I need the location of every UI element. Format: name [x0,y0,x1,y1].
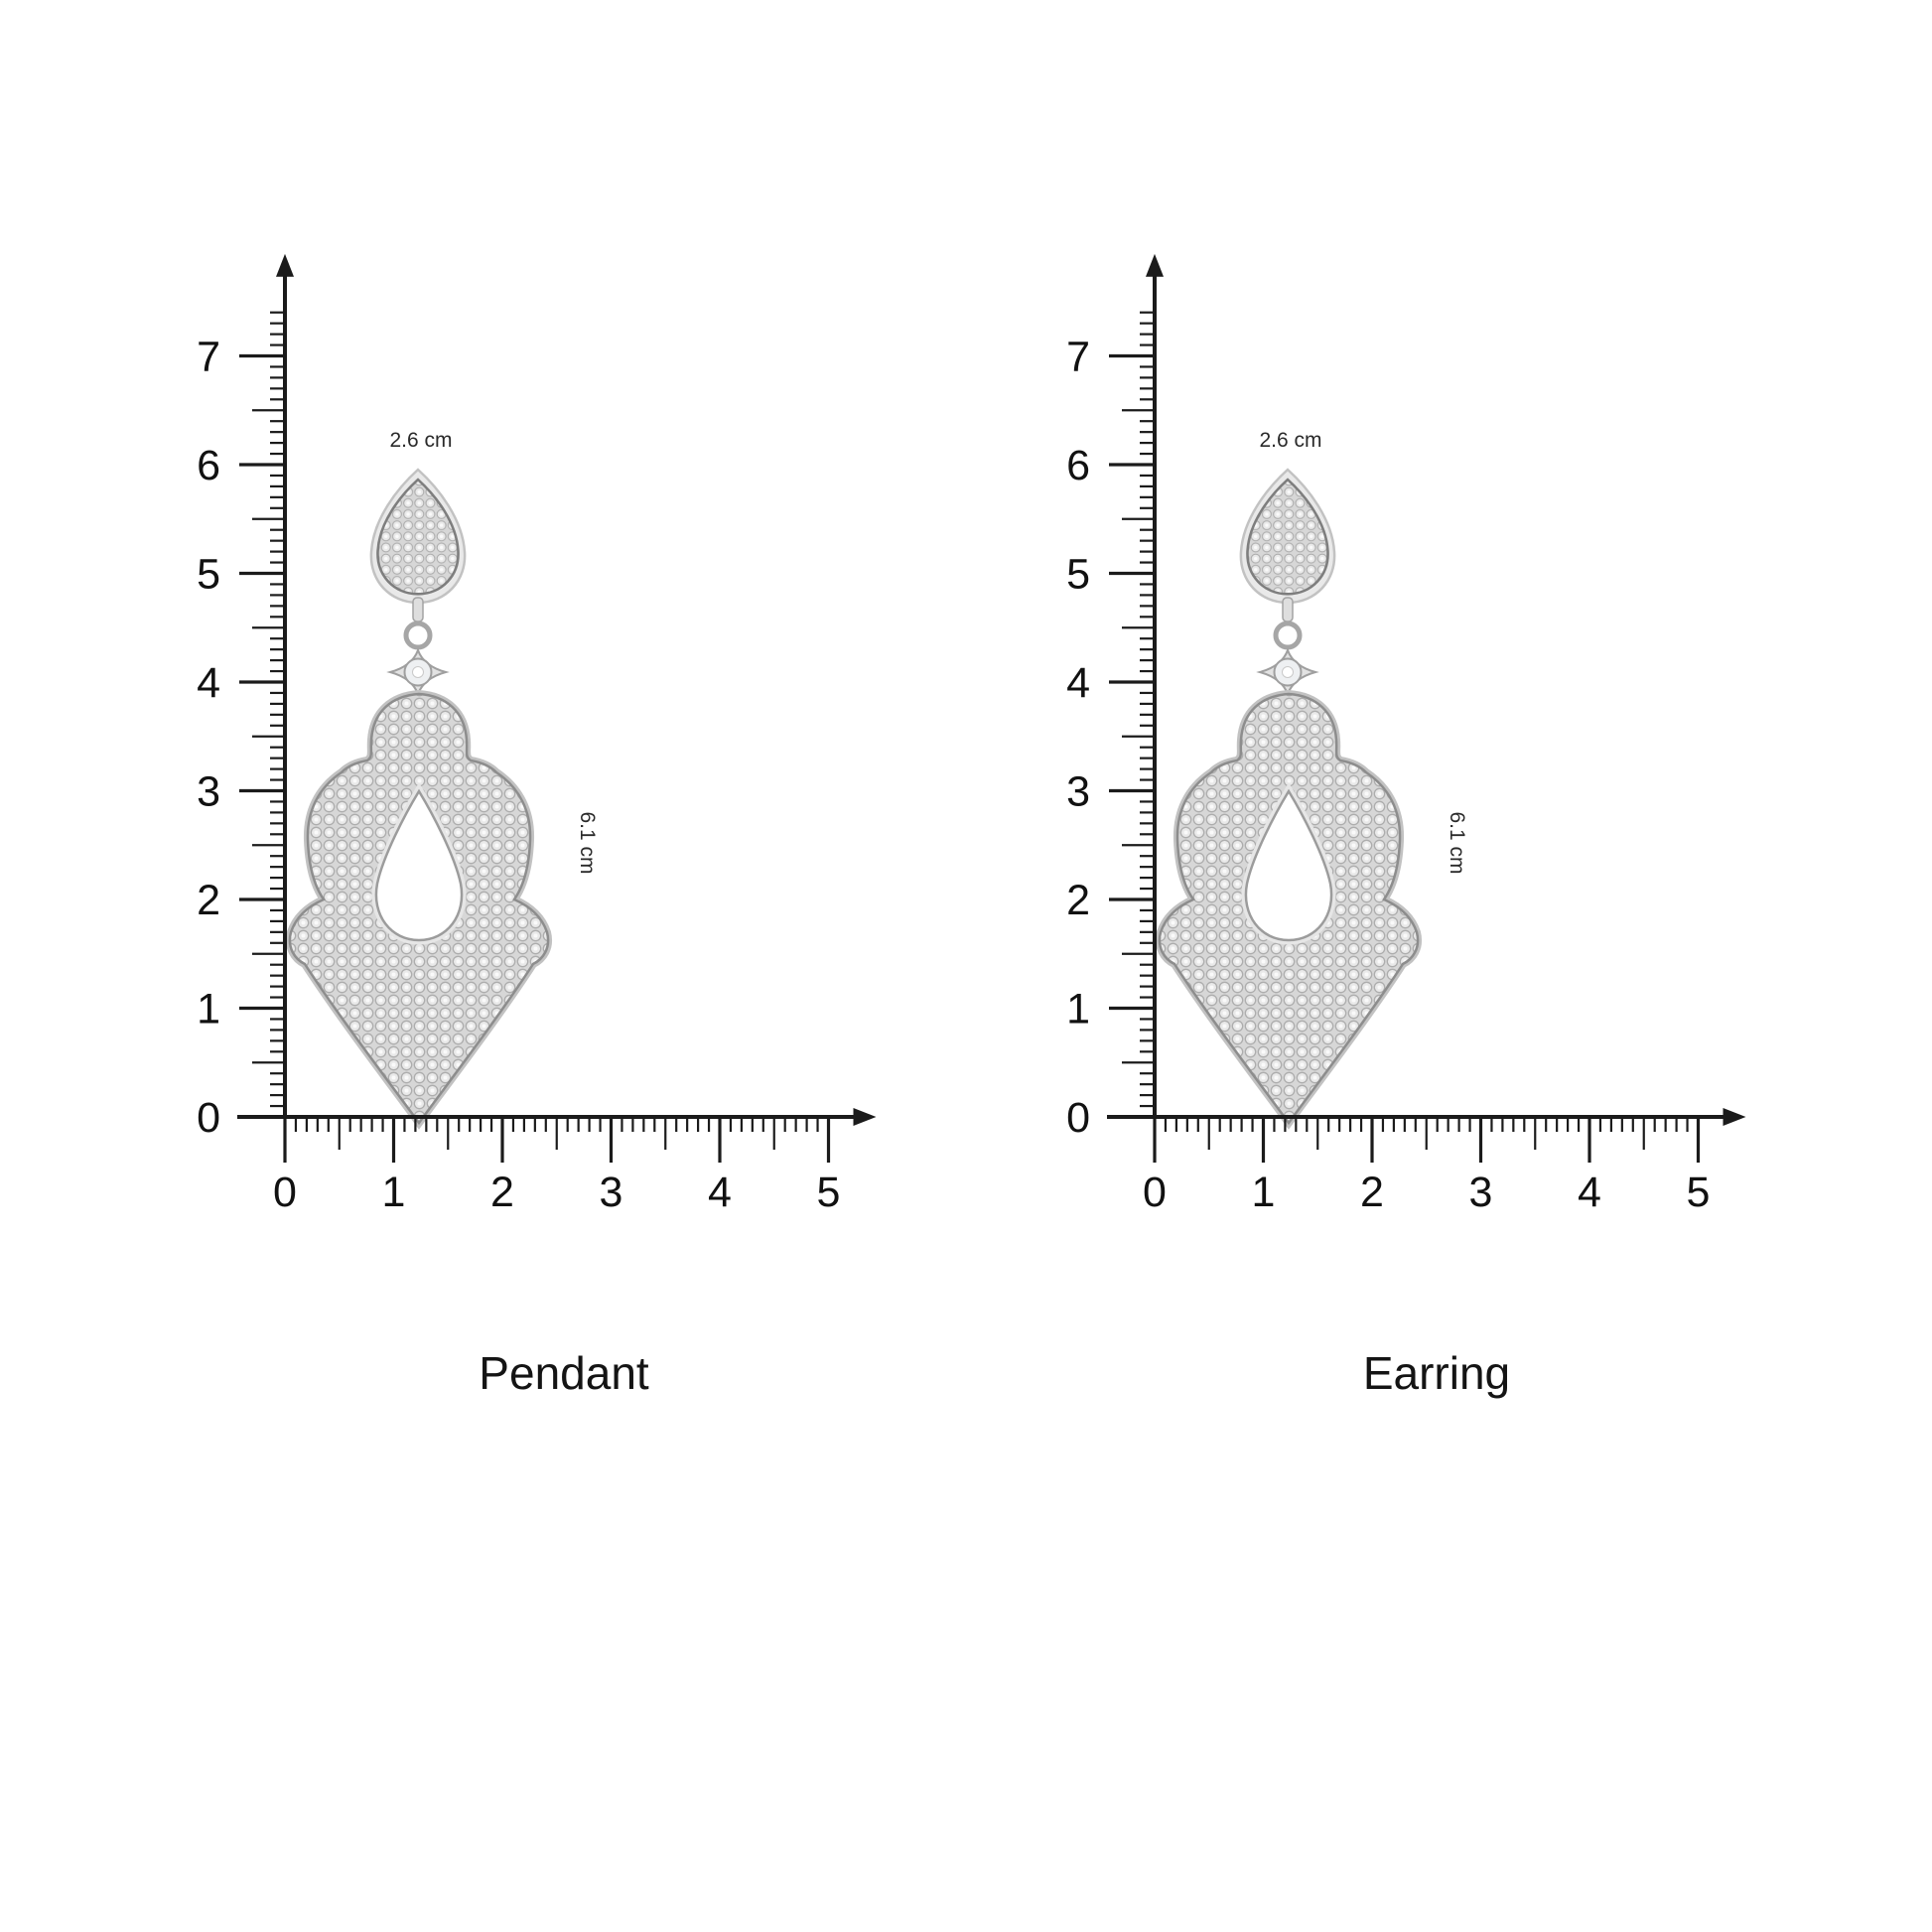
caption-earring: Earring [1362,1347,1511,1399]
y-axis-arrow-icon [276,253,294,277]
measurement-diagram-earring: 0 1 2 3 4 5 6 7 0 1 2 3 4 5 [1066,253,1746,1216]
y-tick-label: 2 [197,877,220,924]
bail-stem [412,597,424,622]
bail-stem [1282,597,1294,622]
x-tick-label: 3 [600,1169,623,1216]
ruler-group: 0 1 2 3 4 5 6 7 0 1 2 3 4 5 [197,253,877,1216]
y-tick-label: 3 [197,768,220,816]
y-tick-label: 5 [197,551,220,599]
x-axis-arrow-icon [1723,1108,1746,1126]
y-tick-label: 3 [1066,768,1090,816]
x-tick-label: 5 [1687,1169,1711,1216]
x-tick-label: 1 [1252,1169,1276,1216]
y-tick-label: 4 [1066,659,1090,707]
y-tick-label: 0 [197,1094,220,1142]
y-tick-label: 4 [197,659,220,707]
connector-crystal-facet [412,666,424,678]
y-tick-label: 0 [1066,1094,1090,1142]
y-tick-label: 1 [1066,986,1090,1034]
width-dimension-label-pendant: 2.6 cm [389,429,453,452]
y-tick-label: 7 [197,334,220,381]
connector-ring [403,621,433,650]
x-tick-label: 4 [708,1169,732,1216]
width-dimension-label-earring: 2.6 cm [1259,429,1322,452]
x-axis-arrow-icon [853,1108,877,1126]
y-tick-label: 6 [197,442,220,489]
drop-hole [374,788,464,942]
stud-pave [376,478,460,596]
jewelry-photo [286,468,552,1130]
ruler-group: 0 1 2 3 4 5 6 7 0 1 2 3 4 5 [1066,253,1746,1216]
y-tick-label: 7 [1066,334,1090,381]
connector-crystal-facet [1282,666,1294,678]
x-tick-label: 5 [817,1169,841,1216]
x-tick-label: 4 [1578,1169,1601,1216]
y-axis-arrow-icon [1146,253,1164,277]
panel-pendant: 0 1 2 3 4 5 6 7 0 1 2 3 4 5 [0,0,894,1440]
caption-pendant: Pendant [479,1347,649,1399]
height-dimension-label-pendant: 6.1 cm [576,811,599,875]
measurement-diagram-pendant: 0 1 2 3 4 5 6 7 0 1 2 3 4 5 [197,253,877,1216]
x-tick-label: 1 [382,1169,406,1216]
x-tick-label: 3 [1469,1169,1493,1216]
jewelry-photo [1156,468,1422,1130]
connector-ring [1273,621,1303,650]
y-tick-label: 6 [1066,442,1090,489]
x-tick-label: 2 [490,1169,514,1216]
panel-earring: 0 1 2 3 4 5 6 7 0 1 2 3 4 5 [870,0,1763,1440]
height-dimension-label-earring: 6.1 cm [1446,811,1468,875]
y-tick-label: 2 [1066,877,1090,924]
x-tick-label: 0 [273,1169,297,1216]
y-tick-label: 1 [197,986,220,1034]
x-tick-label: 0 [1143,1169,1167,1216]
stud-pave [1246,478,1329,596]
drop-hole [1244,788,1333,942]
x-tick-label: 2 [1360,1169,1384,1216]
y-tick-label: 5 [1066,551,1090,599]
